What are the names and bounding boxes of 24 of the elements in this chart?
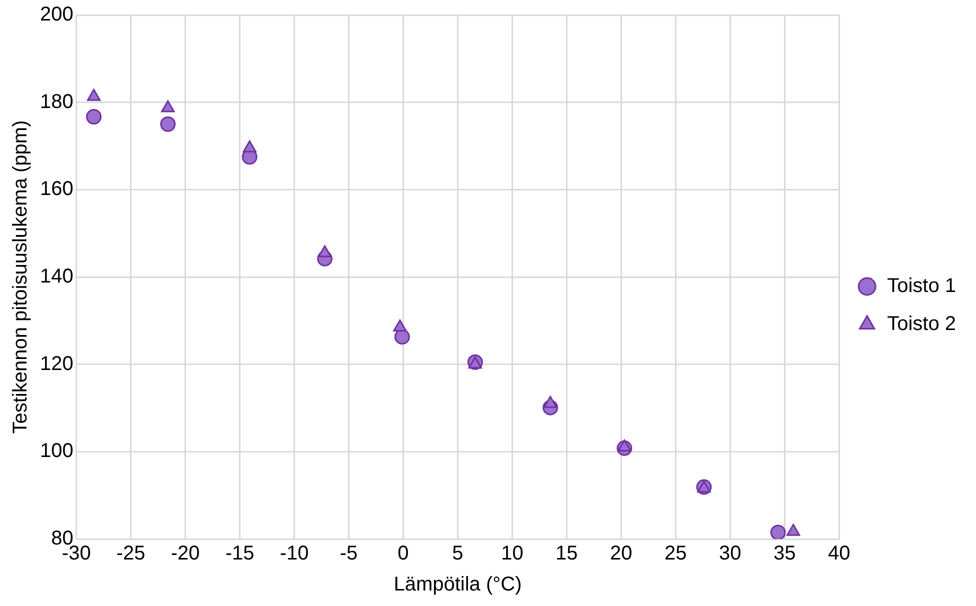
x-tick-label: 35 [773, 542, 796, 565]
x-tick-label: 30 [718, 542, 742, 565]
x-tick-label: -25 [116, 542, 146, 565]
legend-label: Toisto 2 [887, 313, 956, 336]
x-axis-title: Lämpötila (°C) [394, 574, 522, 596]
x-tick-label: -5 [340, 542, 358, 565]
x-tick-label: 25 [664, 542, 687, 565]
x-tick-label: 0 [398, 542, 409, 565]
x-tick-label: 5 [452, 542, 464, 565]
y-tick-label: 120 [40, 352, 74, 375]
x-tick-label: -10 [280, 542, 309, 565]
y-axis-title: Testikennon pitoisuuslukema (ppm) [10, 120, 32, 434]
y-tick-label: 200 [40, 4, 74, 26]
x-tick-label: 15 [556, 542, 578, 565]
x-tick-label: -15 [225, 542, 254, 565]
y-tick-label: 160 [40, 178, 74, 200]
y-tick-label: 140 [40, 266, 74, 288]
y-tick-label: 180 [40, 90, 74, 113]
x-tick-label: 10 [501, 542, 524, 565]
y-tick-label: 100 [40, 440, 74, 462]
legend-label: Toisto 1 [887, 275, 956, 298]
x-tick-label: 20 [610, 542, 632, 565]
x-tick-label: -20 [170, 542, 200, 565]
x-tick-label: 40 [828, 542, 850, 565]
